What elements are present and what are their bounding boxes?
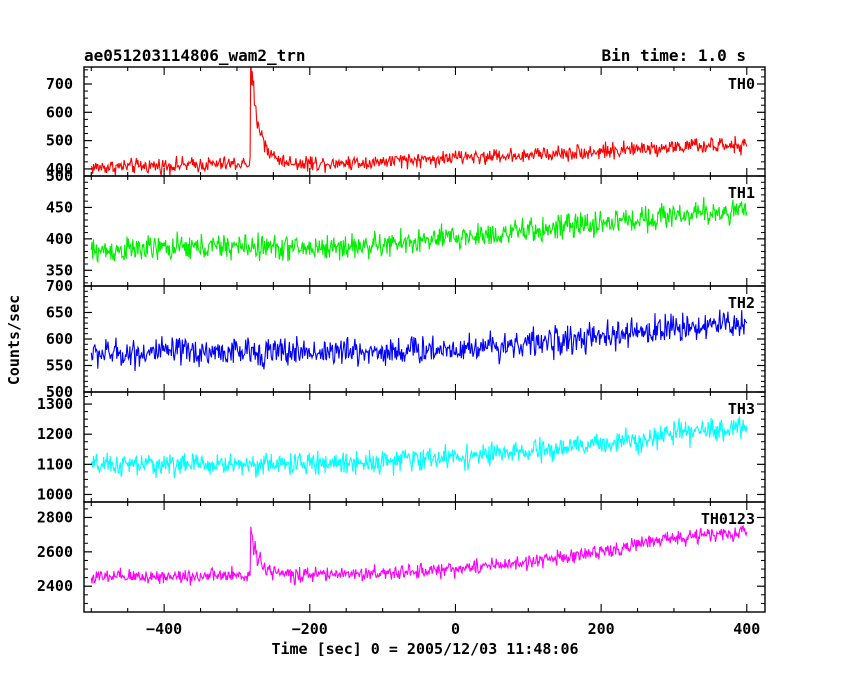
- y-tick-label: 700: [46, 277, 73, 295]
- y-tick-label: 2600: [37, 543, 73, 561]
- x-tick-label: 400: [733, 620, 760, 638]
- panel-label-th2: TH2: [728, 294, 755, 312]
- y-tick-label: 700: [46, 75, 73, 93]
- y-tick-label: 1000: [37, 485, 73, 503]
- y-tick-label: 650: [46, 304, 73, 322]
- x-tick-label: −200: [292, 620, 328, 638]
- y-axis-label: Counts/sec: [5, 295, 23, 385]
- chart-title-left: ae051203114806_wam2_trn: [84, 46, 306, 65]
- y-tick-label: 1200: [37, 425, 73, 443]
- x-tick-label: −400: [146, 620, 182, 638]
- y-tick-label: 400: [46, 160, 73, 178]
- y-tick-label: 600: [46, 103, 73, 121]
- series-line-th3: [90, 416, 748, 479]
- y-tick-label: 350: [46, 261, 73, 279]
- y-tick-label: 600: [46, 330, 73, 348]
- y-tick-label: 1300: [37, 395, 73, 413]
- y-tick-label: 2800: [37, 508, 73, 526]
- y-tick-label: 2400: [37, 577, 73, 595]
- y-tick-label: 500: [46, 167, 73, 185]
- y-tick-label: 500: [46, 132, 73, 150]
- x-tick-label: 0: [451, 620, 460, 638]
- panel-label-th0123: TH0123: [701, 510, 755, 528]
- panel-frame-th1: [83, 175, 766, 287]
- x-axis-label: Time [sec] 0 = 2005/12/03 11:48:06: [271, 640, 578, 658]
- series-line-th0: [90, 67, 748, 176]
- x-tick-label: 200: [588, 620, 615, 638]
- y-tick-label: 400: [46, 230, 73, 248]
- y-tick-label: 550: [46, 357, 73, 375]
- panel-label-th3: TH3: [728, 400, 755, 418]
- panel-label-th0: TH0: [728, 75, 755, 93]
- panel-frame-th3: [83, 391, 766, 503]
- y-tick-label: 1100: [37, 455, 73, 473]
- series-line-th0123: [90, 524, 748, 586]
- chart-title-right: Bin time: 1.0 s: [602, 46, 747, 65]
- panel-label-th1: TH1: [728, 184, 755, 202]
- panel-frame-th0123: [83, 501, 766, 613]
- series-line-th1: [90, 196, 748, 264]
- panel-frame-th2: [83, 285, 766, 393]
- series-line-th2: [90, 309, 748, 372]
- panel-frame-th0: [83, 66, 766, 177]
- y-tick-label: 450: [46, 198, 73, 216]
- y-tick-label: 500: [46, 383, 73, 401]
